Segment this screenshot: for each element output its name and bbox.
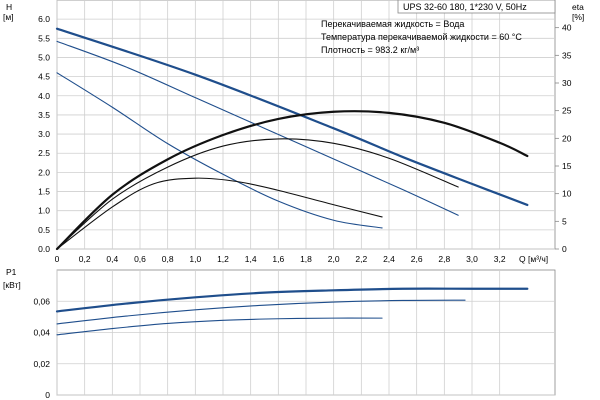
eta-tick-label: 0 [562, 244, 567, 254]
eta-axis-label: eta [572, 2, 584, 12]
head-axis-unit: [м] [3, 12, 14, 22]
x-tick-label: 1,6 [272, 254, 284, 264]
eta-tick-label: 10 [562, 189, 572, 199]
power-plot-ticks: 0 0,02 0,04 0,06 [33, 296, 50, 400]
x-tick-label: 0 [55, 254, 60, 264]
power-tick-label: 0,02 [33, 359, 50, 369]
power-plot-grid [56, 270, 555, 396]
head-tick-label: 3.0 [38, 129, 50, 139]
head-tick-label: 1.5 [38, 187, 50, 197]
flow-axis-label: Q [м³/ч] [519, 254, 548, 264]
x-tick-label: 0,4 [106, 254, 118, 264]
x-tick-label: 1,2 [217, 254, 229, 264]
power-axis-label: P1 [6, 267, 17, 277]
head-tick-label: 0.5 [38, 225, 50, 235]
head-axis-label: H [6, 2, 12, 12]
annotation-density: Плотность = 983.2 кг/м³ [321, 45, 419, 55]
x-tick-label: 0,6 [134, 254, 146, 264]
head-tick-label: 5.0 [38, 52, 50, 62]
x-tick-label: 2,4 [383, 254, 395, 264]
power-curve-0 [55, 287, 529, 313]
power-curve-1 [56, 299, 466, 325]
eta-curve-5 [56, 177, 383, 250]
x-tick-label: 1,0 [189, 254, 201, 264]
x-tick-label: 3,2 [494, 254, 506, 264]
x-tick-label: 0,8 [162, 254, 174, 264]
eta-tick-label: 15 [562, 161, 572, 171]
eta-tick-label: 25 [562, 106, 572, 116]
eta-tick-label: 5 [562, 216, 567, 226]
eta-curve-4 [56, 138, 459, 250]
power-tick-label: 0 [45, 390, 50, 400]
power-curve-2 [56, 317, 383, 336]
power-axis-unit: [кВт] [3, 280, 21, 290]
x-tick-label: 3,0 [466, 254, 478, 264]
eta-axis-unit: [%] [572, 12, 584, 22]
head-plot-series [55, 27, 529, 251]
head-tick-label: 3.5 [38, 110, 50, 120]
power-tick-label: 0,06 [33, 296, 50, 306]
head-tick-label: 4.0 [38, 91, 50, 101]
head-tick-label: 6.0 [38, 14, 50, 24]
head-tick-label: 4.5 [38, 72, 50, 82]
x-tick-label: 2,8 [438, 254, 450, 264]
head-plot-grid [56, 0, 555, 250]
eta-tick-label: 35 [562, 50, 572, 60]
head-curve-2 [56, 72, 383, 229]
x-tick-label: 2,6 [411, 254, 423, 264]
power-plot-series [55, 287, 529, 336]
eta-tick-label: 30 [562, 78, 572, 88]
head-curve-0 [55, 27, 529, 207]
head-tick-label: 1.0 [38, 206, 50, 216]
head-tick-label: 5.5 [38, 33, 50, 43]
x-tick-label: 2,2 [355, 254, 367, 264]
x-tick-label: 0,2 [79, 254, 91, 264]
x-tick-label: 1,8 [300, 254, 312, 264]
eta-tick-label: 20 [562, 133, 572, 143]
head-plot-ticks: 0 0,2 0,4 0,6 0,8 1,0 1,2 1,4 1,6 1,8 2,0 2,2 2,4 2,6… [38, 14, 572, 264]
x-tick-label: 2,0 [328, 254, 340, 264]
head-tick-label: 2.5 [38, 148, 50, 158]
annotation-fluid: Перекачиваемая жидкость = Вода [321, 19, 464, 29]
head-tick-label: 0.0 [38, 244, 50, 254]
x-tick-label: 1,4 [245, 254, 257, 264]
head-tick-label: 2.0 [38, 167, 50, 177]
title-box [397, 0, 556, 14]
head-curve-1 [56, 40, 459, 216]
eta-tick-label: 40 [562, 23, 572, 33]
power-tick-label: 0,04 [33, 328, 50, 338]
eta-curve-3 [55, 110, 529, 251]
annotation-temperature: Температура перекачиваемой жидкости = 60… [321, 32, 522, 42]
chart-title: UPS 32-60 180, 1*230 V, 50Hz [403, 2, 527, 12]
